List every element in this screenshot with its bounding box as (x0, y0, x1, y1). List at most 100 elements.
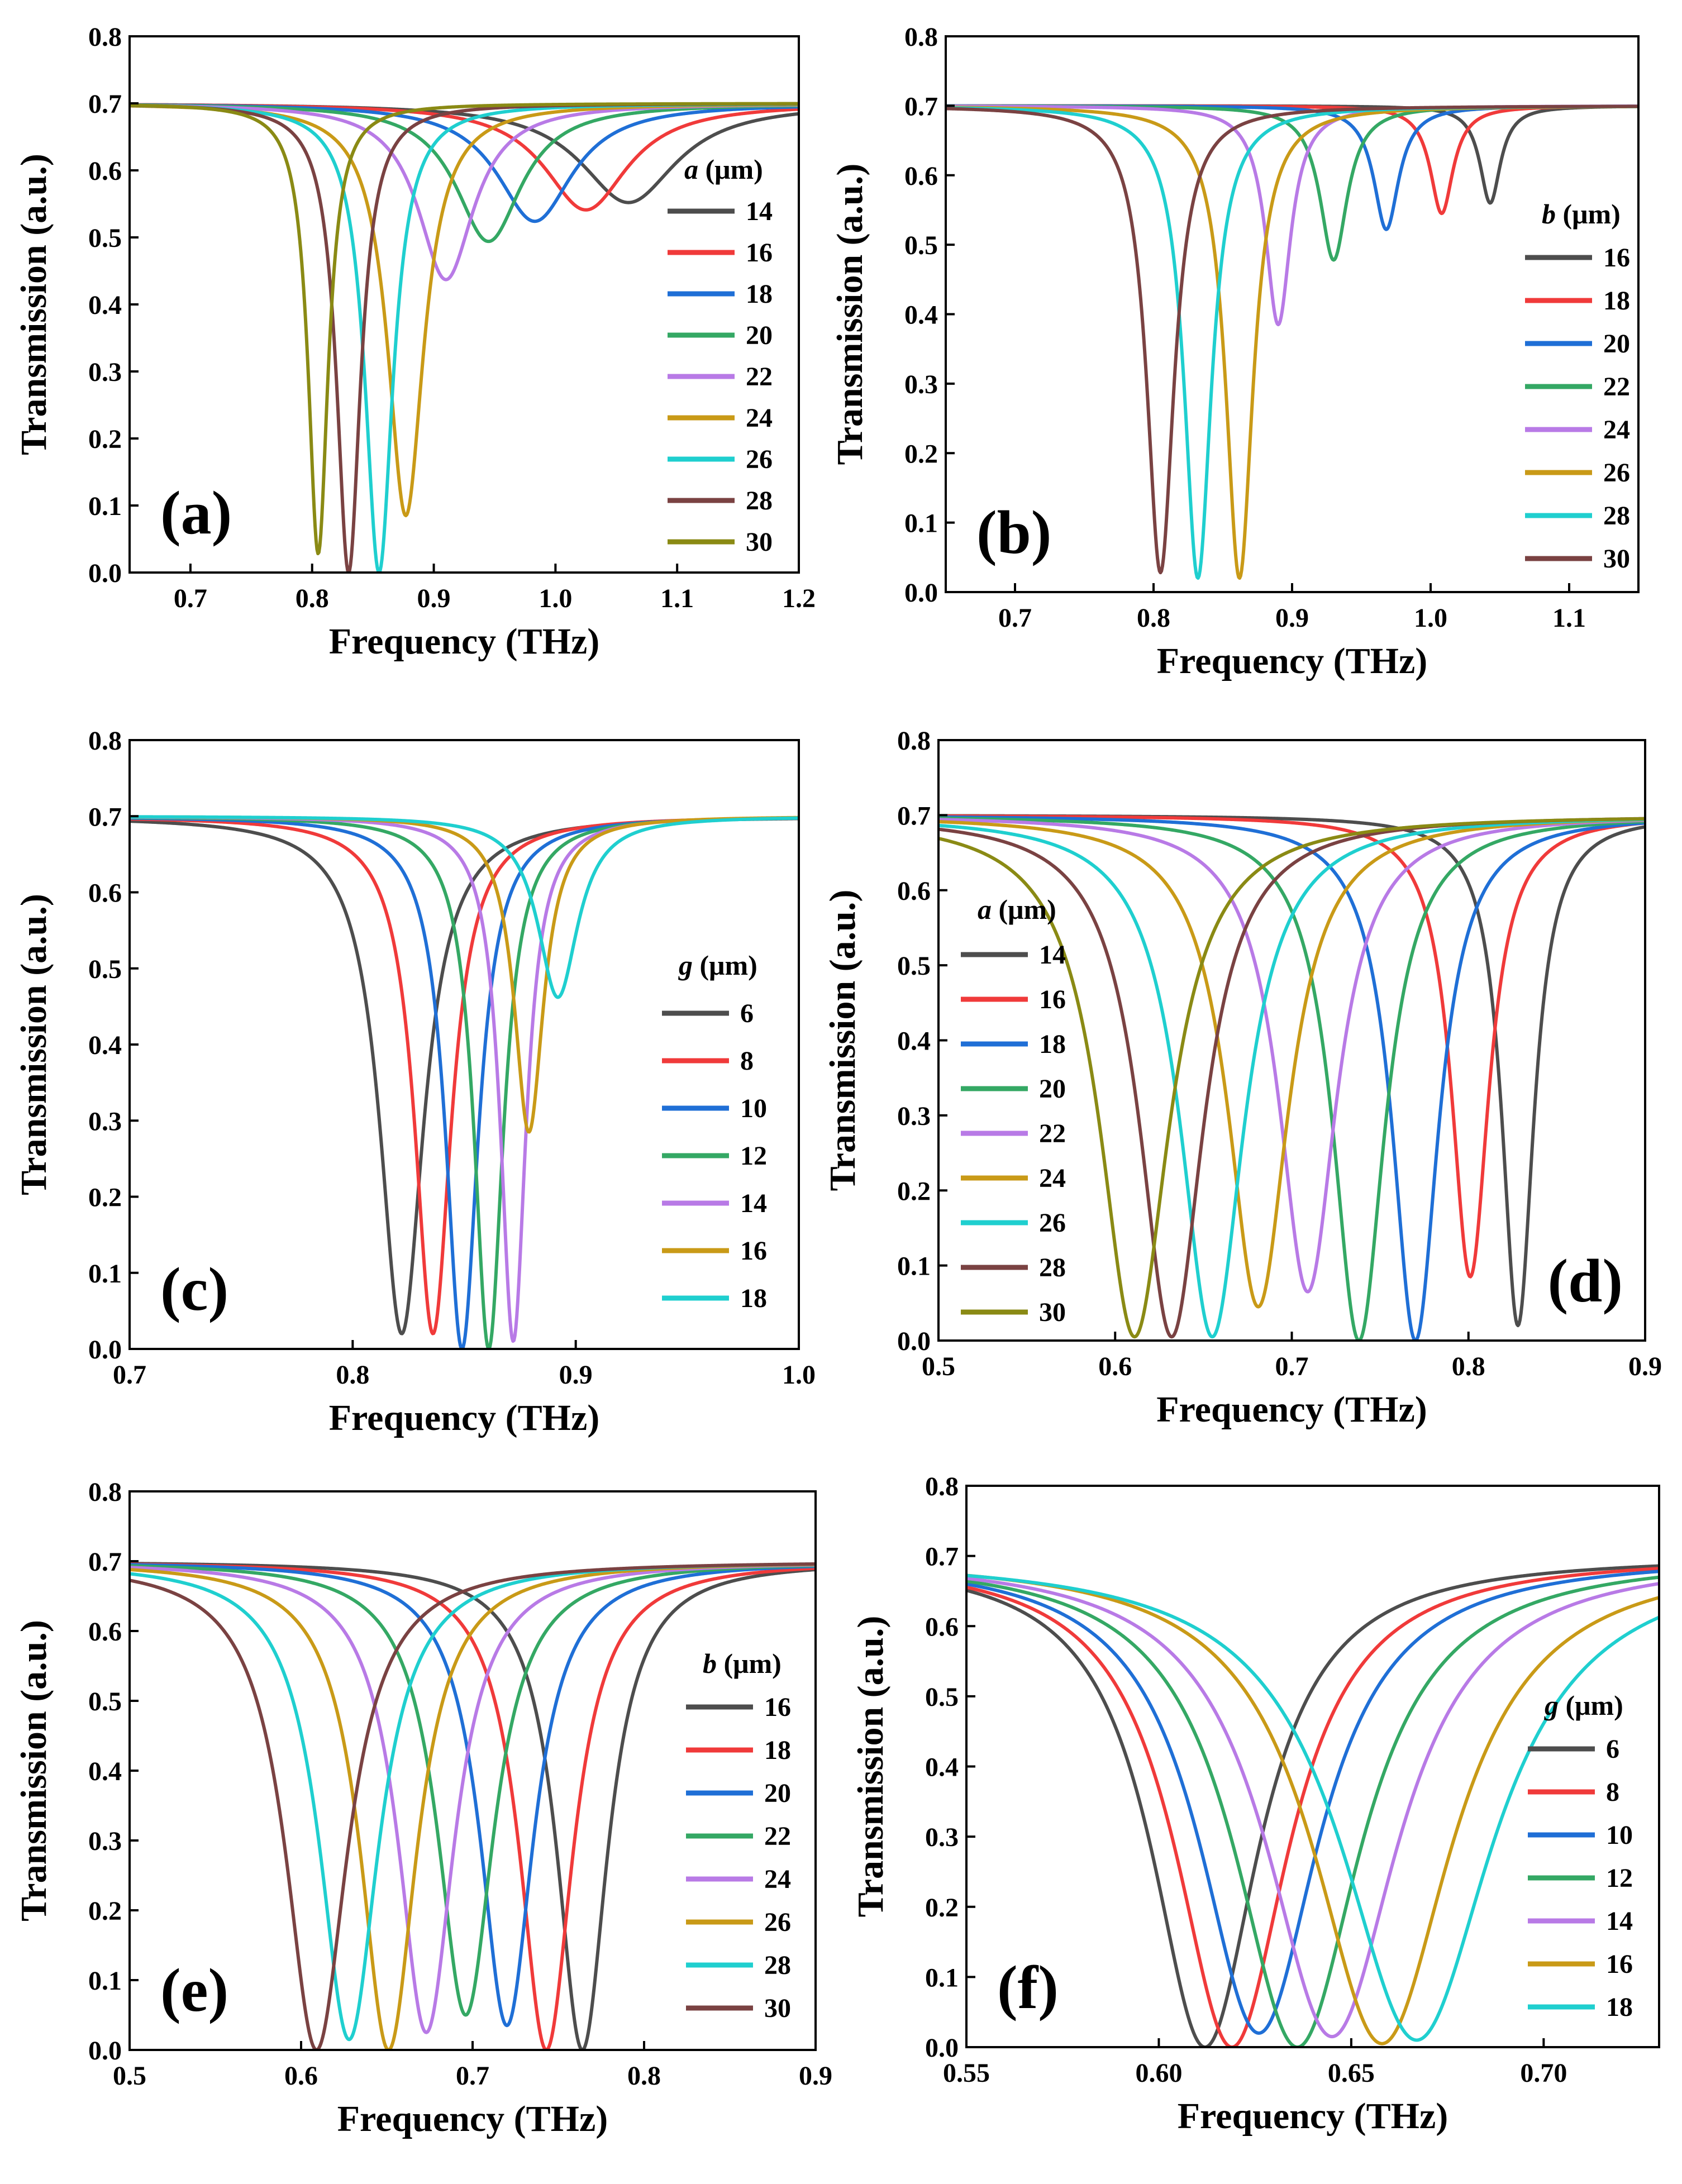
y-tick-label: 0.1 (897, 1252, 931, 1281)
series-line-16 (938, 814, 1645, 1279)
x-tick-label: 1.1 (1552, 603, 1586, 633)
panel-label: (a) (160, 479, 232, 547)
y-tick-label: 0.4 (88, 290, 122, 320)
legend-entry-26: 26 (1603, 458, 1630, 488)
x-tick-label: 0.70 (1520, 2058, 1567, 2088)
y-tick-label: 0.7 (88, 802, 122, 832)
y-tick-label: 0.6 (904, 161, 938, 191)
legend-entry-28: 28 (1039, 1253, 1066, 1282)
y-tick-label: 0.2 (88, 425, 122, 454)
series-line-18 (130, 815, 799, 999)
y-tick-label: 0.8 (897, 726, 931, 756)
x-tick-label: 0.65 (1328, 2058, 1375, 2088)
legend-entry-26: 26 (764, 1908, 791, 1937)
y-tick-label: 0.0 (925, 2033, 959, 2063)
y-axis-label: Transmission (a.u.) (822, 890, 863, 1191)
panel-label: (d) (1548, 1247, 1623, 1315)
legend-entry-18: 18 (746, 279, 773, 309)
y-tick-label: 0.0 (88, 1335, 122, 1365)
legend: a (μm) 14 16 18 20 22 24 26 28 30 (668, 154, 773, 557)
series-line-6 (966, 1564, 1659, 2047)
y-axis-label: Transmission (a.u.) (850, 1616, 891, 1918)
series-group (130, 1562, 816, 2050)
series-line-30 (938, 817, 1645, 1339)
panel-label: (c) (160, 1255, 228, 1323)
legend-entry-30: 30 (746, 527, 773, 557)
legend-entry-22: 22 (1603, 372, 1630, 402)
legend-entry-14: 14 (740, 1189, 767, 1218)
series-group (946, 104, 1638, 580)
x-tick-label: 0.8 (627, 2061, 661, 2091)
y-tick-label: 0.3 (925, 1823, 959, 1852)
y-tick-label: 0.7 (88, 1547, 122, 1577)
y-tick-label: 0.3 (88, 1827, 122, 1856)
panel-c: 0.0 0.1 0.2 0.3 0.4 0.5 0.6 0.7 0.8 0.7 0.8 0.9 1.0 F… (13, 726, 816, 1438)
y-tick-label: 0.7 (925, 1542, 959, 1572)
series-group (966, 1564, 1659, 2047)
legend-entry-16: 16 (1039, 985, 1066, 1014)
legend-entry-6: 6 (740, 999, 754, 1028)
y-tick-label: 0.2 (897, 1176, 931, 1206)
series-line-22 (938, 818, 1645, 1294)
y-tick-label: 0.4 (925, 1753, 959, 1782)
x-tick-label: 1.0 (1414, 603, 1447, 633)
legend-entry-26: 26 (1039, 1208, 1066, 1238)
y-tick-label: 0.5 (904, 231, 938, 260)
legend-entry-14: 14 (1606, 1906, 1633, 1936)
y-tick-label: 0.2 (88, 1183, 122, 1213)
y-tick-label: 0.5 (88, 223, 122, 253)
panel-f: 0.0 0.1 0.2 0.3 0.4 0.5 0.6 0.7 0.8 0.55 0.60 0.65 0… (850, 1472, 1660, 2137)
series-line-14 (966, 1576, 1659, 2039)
series-line-24 (130, 1563, 816, 2034)
y-tick-label: 0.1 (88, 1966, 122, 1996)
legend-entry-22: 22 (764, 1821, 791, 1851)
y-tick-label: 0.3 (88, 357, 122, 387)
y-tick-label: 0.5 (897, 951, 931, 981)
legend-title: a (μm) (684, 154, 763, 185)
series-line-6 (130, 817, 799, 1336)
legend-entry-16: 16 (1606, 1949, 1633, 1979)
y-tick-label: 0.5 (88, 1687, 122, 1716)
legend: b (μm) 16 18 20 22 24 26 28 30 (686, 1648, 791, 2023)
series-group (130, 815, 799, 1349)
y-tick-label: 0.0 (88, 559, 122, 588)
series-line-30 (130, 1562, 816, 2050)
y-tick-label: 0.2 (88, 1896, 122, 1926)
series-line-30 (130, 102, 799, 556)
y-tick-label: 0.1 (925, 1963, 959, 1992)
y-tick-label: 0.6 (925, 1612, 959, 1642)
legend-title: b (μm) (703, 1648, 782, 1679)
panel-label: (f) (997, 1953, 1059, 2021)
y-tick-label: 0.8 (88, 726, 122, 756)
legend-entry-8: 8 (1606, 1777, 1619, 1807)
y-tick-label: 0.7 (88, 89, 122, 119)
legend-entry-16: 16 (764, 1692, 791, 1722)
x-axis-label: Frequency (THz) (329, 621, 600, 662)
series-group (938, 814, 1645, 1341)
legend-title: a (μm) (978, 894, 1056, 925)
y-tick-label: 0.7 (897, 801, 931, 831)
y-tick-label: 0.8 (88, 1477, 122, 1507)
x-tick-label: 0.8 (1137, 603, 1170, 633)
legend-entry-6: 6 (1606, 1734, 1619, 1764)
y-tick-label: 0.6 (88, 156, 122, 186)
legend-entry-18: 18 (1603, 286, 1630, 316)
legend-entry-18: 18 (1039, 1029, 1066, 1059)
x-axis-label: Frequency (THz) (329, 1398, 600, 1438)
series-group (130, 102, 799, 573)
legend-entry-20: 20 (746, 321, 773, 350)
series-line-12 (966, 1575, 1659, 2047)
series-line-10 (966, 1570, 1659, 2035)
y-tick-label: 0.2 (904, 439, 938, 469)
x-tick-label: 1.1 (660, 584, 694, 613)
legend-entry-24: 24 (1039, 1163, 1066, 1193)
legend-entry-16: 16 (746, 238, 773, 268)
legend-entry-12: 12 (1606, 1863, 1633, 1893)
x-tick-label: 0.8 (296, 584, 329, 613)
x-tick-label: 0.8 (1452, 1352, 1485, 1381)
legend-entry-22: 22 (1039, 1119, 1066, 1148)
series-line-8 (966, 1567, 1659, 2047)
y-tick-label: 0.6 (88, 879, 122, 908)
plot-frame (128, 739, 800, 1350)
